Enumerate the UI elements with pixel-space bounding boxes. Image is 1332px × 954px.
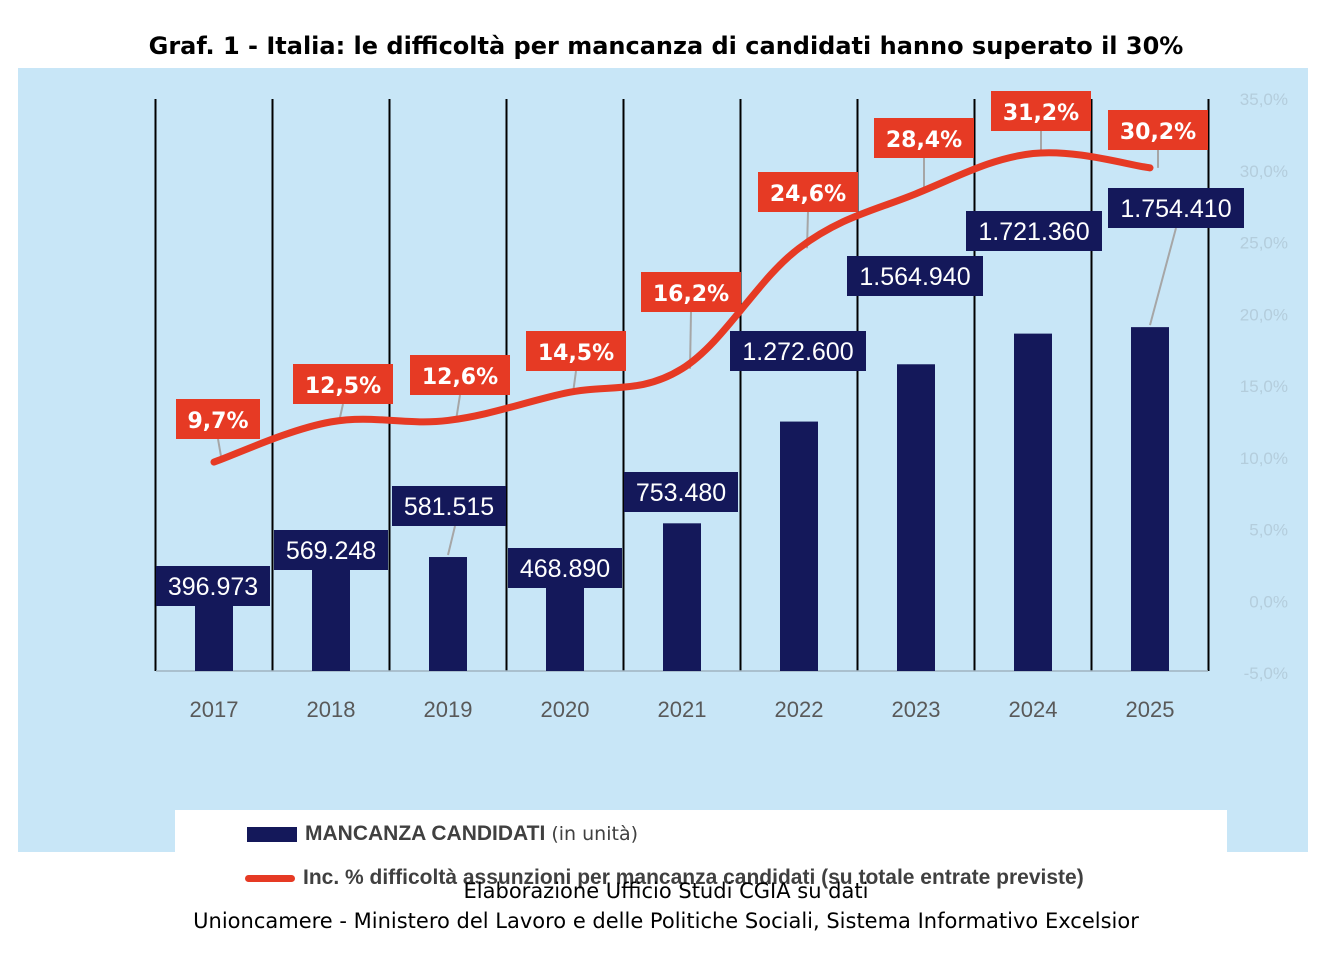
chart-plot: -5,0% 0,0% 5,0% 10,0% 15,0% 20,0% 25,0% 30,0% 35… bbox=[154, 90, 1288, 722]
legend-line-label: Inc. % difficoltà assunzioni per mancanz… bbox=[303, 866, 816, 889]
source-note: Elaborazione Ufficio Studi CGIA su dati … bbox=[0, 876, 1332, 936]
bar-data-label: 1.754.410 bbox=[1120, 195, 1231, 223]
bar bbox=[312, 559, 350, 671]
right-axis-tick-label: 35,0% bbox=[1240, 90, 1288, 109]
x-axis-tick-label: 2022 bbox=[775, 697, 824, 722]
x-axis-tick-label: 2024 bbox=[1009, 697, 1058, 722]
bar-label-box bbox=[966, 211, 1102, 251]
x-axis-tick-label: 2017 bbox=[190, 697, 239, 722]
right-axis-tick-label: 25,0% bbox=[1240, 234, 1288, 253]
line-label-box bbox=[758, 172, 858, 212]
right-axis-tick-label: 15,0% bbox=[1240, 377, 1288, 396]
line-label-box bbox=[293, 364, 393, 404]
x-axis-tick-label: 2018 bbox=[307, 697, 356, 722]
line-data-label: 30,2% bbox=[1120, 120, 1196, 145]
line-data-label: 31,2% bbox=[1003, 101, 1079, 126]
x-axis-tick-label: 2020 bbox=[541, 697, 590, 722]
x-axis-tick-label: 2019 bbox=[424, 697, 473, 722]
bar bbox=[429, 557, 467, 671]
line-data-label: 9,7% bbox=[187, 409, 248, 434]
line-label-box bbox=[991, 91, 1091, 131]
right-axis-tick-label: 30,0% bbox=[1240, 162, 1288, 181]
line-label-box bbox=[1108, 110, 1208, 150]
legend-swatch-bar bbox=[247, 826, 297, 842]
bar bbox=[1131, 327, 1169, 671]
bar-label-box bbox=[274, 530, 388, 570]
line-label-box bbox=[526, 331, 626, 371]
bar-data-label: 1.564.940 bbox=[859, 263, 970, 291]
line-data-label: 12,5% bbox=[305, 374, 381, 399]
bar-label-box bbox=[624, 472, 738, 512]
bar bbox=[663, 523, 701, 671]
chart-panel: -5,0% 0,0% 5,0% 10,0% 15,0% 20,0% 25,0% 30,0% 35… bbox=[18, 68, 1308, 902]
legend-bar-label: MANCANZA CANDIDATI bbox=[305, 822, 546, 845]
line-data-label: 14,5% bbox=[538, 341, 614, 366]
right-axis-tick-label: 10,0% bbox=[1240, 449, 1288, 468]
legend-line-suffix: (su totale entrate previste) bbox=[815, 866, 1084, 889]
bar-data-label: 581.515 bbox=[404, 493, 494, 521]
legend-bar-suffix: (in unità) bbox=[545, 823, 638, 845]
bar-data-label: 753.480 bbox=[636, 479, 726, 507]
line-data-label: 28,4% bbox=[886, 128, 962, 153]
legend-swatch-line bbox=[245, 874, 295, 882]
line-label-box bbox=[641, 272, 741, 312]
line-data-label: 24,6% bbox=[770, 182, 846, 207]
source-line-2: Unioncamere - Ministero del Lavoro e del… bbox=[193, 909, 1139, 933]
right-axis-tick-label: 5,0% bbox=[1249, 521, 1288, 540]
bar-data-label: 569.248 bbox=[286, 537, 376, 565]
bar-label-box bbox=[847, 256, 983, 296]
legend-item-bars: MANCANZA CANDIDATI (in unità) bbox=[247, 822, 638, 846]
right-axis-tick-label: -5,0% bbox=[1244, 664, 1288, 683]
bar-label-box bbox=[1108, 188, 1244, 228]
line-series bbox=[210, 149, 1154, 466]
bar bbox=[780, 421, 818, 671]
line-data-label: 16,2% bbox=[653, 282, 729, 307]
bar-label-box bbox=[156, 566, 270, 606]
bar bbox=[546, 579, 584, 671]
bar-data-label: 396.973 bbox=[168, 573, 258, 601]
line-label-box bbox=[176, 399, 260, 439]
right-axis-tick-label: 20,0% bbox=[1240, 305, 1288, 324]
bar-data-label: 468.890 bbox=[520, 555, 610, 583]
x-axis-tick-label: 2021 bbox=[658, 697, 707, 722]
bar bbox=[897, 364, 935, 671]
line-data-label: 12,6% bbox=[422, 365, 498, 390]
x-axis-tick-label: 2023 bbox=[892, 697, 941, 722]
bar-label-box bbox=[730, 331, 866, 371]
chart-title: Graf. 1 - Italia: le difficoltà per manc… bbox=[148, 32, 1184, 60]
legend-item-line: Inc. % difficoltà assunzioni per mancanz… bbox=[245, 866, 1084, 890]
right-axis-tick-label: 0,0% bbox=[1249, 592, 1288, 611]
bar-label-leader bbox=[1149, 227, 1177, 326]
line-label-box bbox=[874, 118, 974, 158]
bar bbox=[1014, 333, 1052, 671]
bar-label-box bbox=[508, 548, 622, 588]
bar-data-label: 1.721.360 bbox=[978, 218, 1089, 246]
bar-data-label: 1.272.600 bbox=[742, 338, 853, 366]
line-label-box bbox=[410, 355, 510, 395]
source-line-1: Elaborazione Ufficio Studi CGIA su dati bbox=[463, 879, 869, 903]
bar bbox=[195, 593, 233, 671]
x-axis-tick-label: 2025 bbox=[1126, 697, 1175, 722]
bar-label-leader bbox=[447, 525, 456, 556]
bar-label-box bbox=[392, 486, 506, 526]
chart-legend: MANCANZA CANDIDATI (in unità) Inc. % dif… bbox=[175, 810, 1227, 902]
